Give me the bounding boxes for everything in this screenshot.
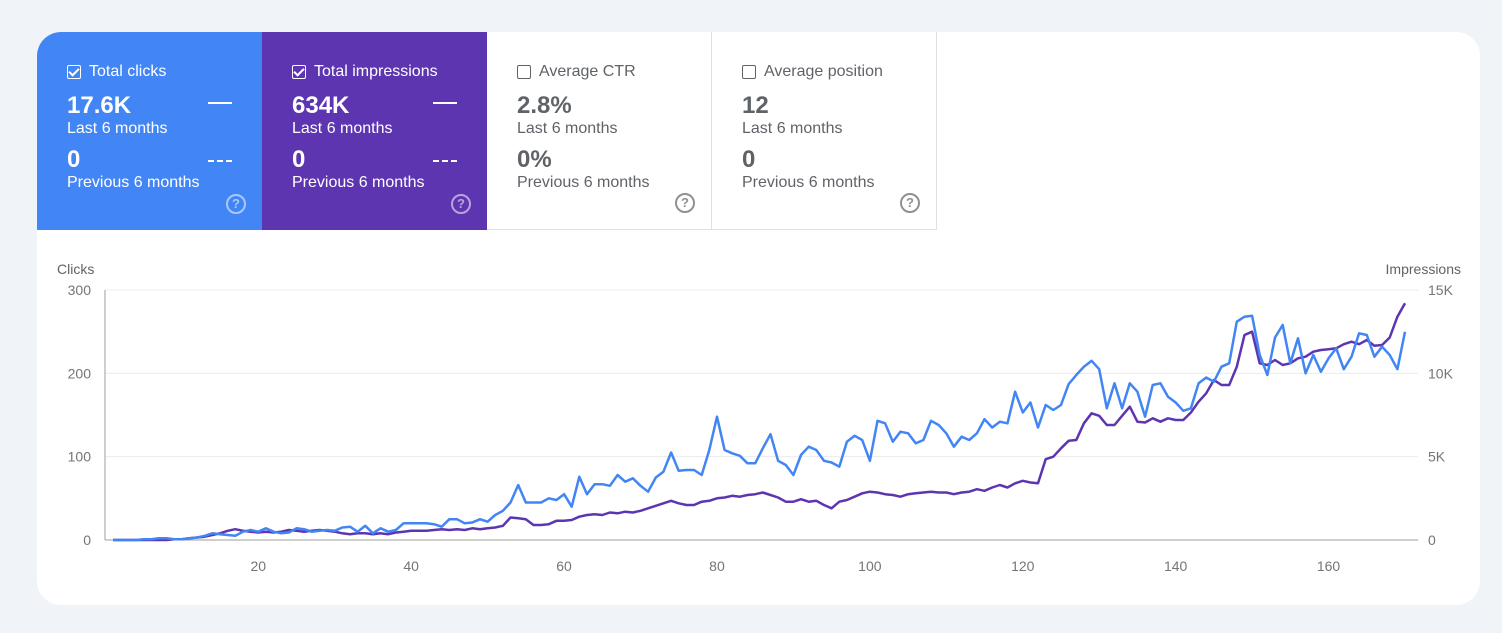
right-tick-label: 0 (1428, 532, 1436, 548)
left-tick-label: 0 (83, 532, 91, 548)
metric-prev-value: 0% (517, 146, 552, 173)
x-tick-label: 60 (556, 558, 572, 574)
metric-prev-value: 0 (742, 146, 756, 173)
metric-value: 634K (292, 92, 350, 119)
metric-prev-period: Previous 6 months (67, 174, 200, 191)
help-icon[interactable]: ? (226, 194, 246, 214)
current-line-legend-icon (208, 102, 232, 104)
left-axis-title: Clicks (57, 261, 95, 277)
current-line-legend-icon (433, 102, 457, 104)
metric-toggle[interactable]: Total clicks (67, 62, 262, 82)
checkbox-icon[interactable] (292, 65, 306, 79)
metric-toggle[interactable]: Average position (742, 62, 936, 82)
right-tick-label: 5K (1428, 449, 1446, 465)
metric-card-average-position[interactable]: Average position 12 Last 6 months 0 Prev… (712, 32, 937, 230)
metric-value: 2.8% (517, 92, 572, 119)
left-tick-label: 300 (68, 282, 92, 298)
metric-card-total-impressions[interactable]: Total impressions 634K Last 6 months 0 P… (262, 32, 487, 230)
right-axis-title: Impressions (1385, 261, 1461, 277)
metric-label: Average CTR (539, 63, 636, 80)
metric-prev-period: Previous 6 months (517, 174, 650, 191)
metric-card-total-clicks[interactable]: Total clicks 17.6K Last 6 months 0 Previ… (37, 32, 262, 230)
previous-line-legend-icon (433, 160, 457, 162)
metric-value: 12 (742, 92, 769, 119)
checkbox-icon[interactable] (67, 65, 81, 79)
help-icon[interactable]: ? (900, 193, 920, 213)
x-tick-label: 140 (1164, 558, 1188, 574)
metric-prev-period: Previous 6 months (292, 174, 425, 191)
x-tick-label: 40 (403, 558, 419, 574)
x-tick-label: 160 (1317, 558, 1341, 574)
metric-value: 17.6K (67, 92, 132, 119)
metric-label: Average position (764, 63, 883, 80)
x-tick-label: 20 (250, 558, 266, 574)
left-tick-label: 200 (68, 365, 92, 381)
metric-prev-value: 0 (292, 146, 306, 173)
previous-line-legend-icon (208, 160, 232, 162)
right-tick-label: 10K (1428, 365, 1454, 381)
right-tick-label: 15K (1428, 282, 1454, 298)
help-icon[interactable]: ? (451, 194, 471, 214)
checkbox-icon[interactable] (742, 65, 756, 79)
x-tick-label: 80 (709, 558, 725, 574)
clicks-line (113, 314, 1407, 542)
metric-prev-period: Previous 6 months (742, 174, 875, 191)
x-tick-label: 120 (1011, 558, 1035, 574)
left-tick-label: 100 (68, 449, 92, 465)
x-tick-label: 100 (858, 558, 882, 574)
checkbox-icon[interactable] (517, 65, 531, 79)
metric-period: Last 6 months (67, 120, 168, 137)
metric-label: Total clicks (89, 63, 167, 80)
help-icon[interactable]: ? (675, 193, 695, 213)
impressions-line (113, 302, 1407, 542)
metric-period: Last 6 months (292, 120, 393, 137)
metric-period: Last 6 months (742, 120, 843, 137)
metric-toggle[interactable]: Average CTR (517, 62, 711, 82)
metric-toggle[interactable]: Total impressions (292, 62, 487, 82)
metric-card-average-ctr[interactable]: Average CTR 2.8% Last 6 months 0% Previo… (487, 32, 712, 230)
metric-period: Last 6 months (517, 120, 618, 137)
metric-prev-value: 0 (67, 146, 81, 173)
metric-label: Total impressions (314, 63, 438, 80)
